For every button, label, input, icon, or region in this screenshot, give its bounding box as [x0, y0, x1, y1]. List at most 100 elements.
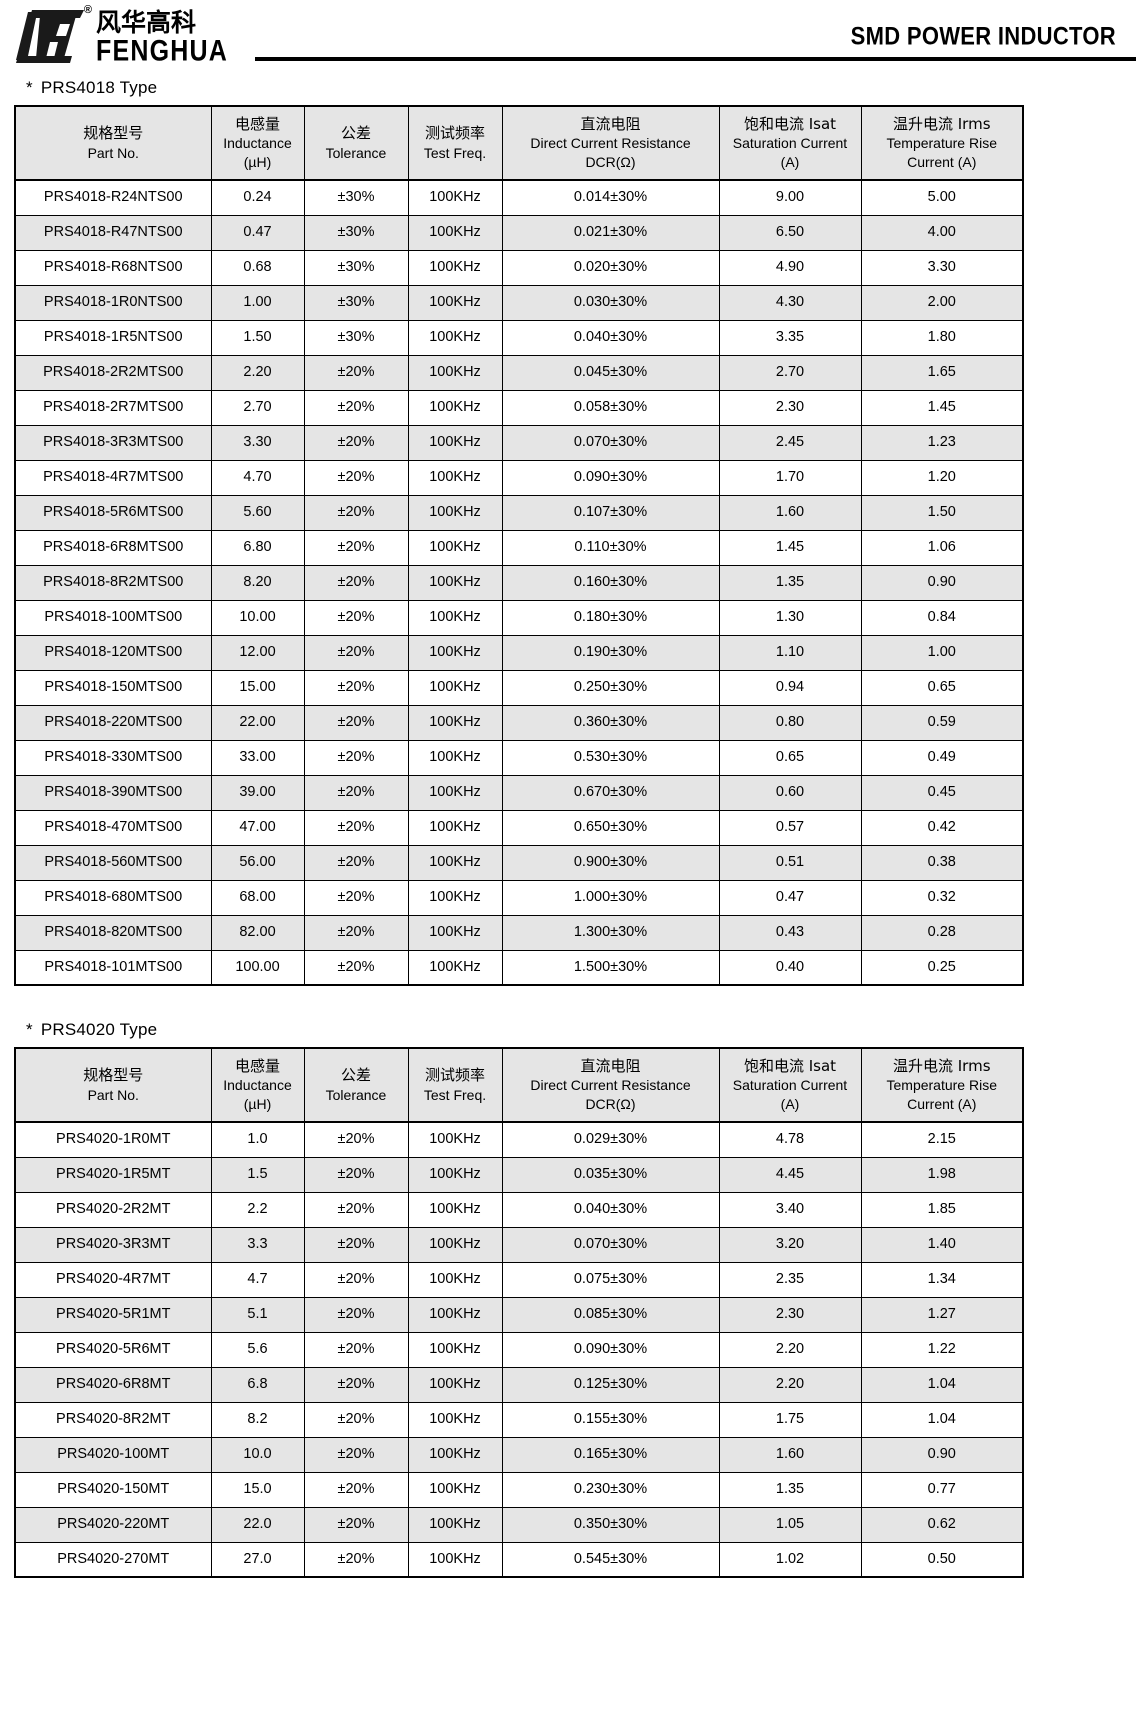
cell-part-no: PRS4018-100MTS00 [14, 599, 212, 636]
cell-dcr: 0.070±30% [501, 1226, 720, 1263]
col-header-inductance-unit: (µH) [243, 154, 272, 171]
col-header-inductance-en: Inductance [223, 1077, 292, 1094]
section-prs4018: * PRS4018 Type 规格型号 Part No. 电感量 Inductan… [0, 78, 1136, 987]
table-row: PRS4018-101MTS00 100.00 ±20% 100KHz 1.500±30… [14, 949, 1024, 986]
cell-part-no: PRS4020-100MT [14, 1436, 212, 1473]
cell-test-freq: 100KHz [407, 1261, 503, 1298]
cell-part-no: PRS4018-150MTS00 [14, 669, 212, 706]
cell-dcr: 0.014±30% [501, 179, 720, 216]
cell-inductance: 22.0 [210, 1506, 305, 1543]
cell-part-no: PRS4018-3R3MTS00 [14, 424, 212, 461]
cell-isat: 2.45 [718, 424, 862, 461]
cell-irms: 0.49 [860, 739, 1024, 776]
col-header-dcr-en: Direct Current Resistance [530, 135, 691, 152]
cell-dcr: 0.045±30% [501, 354, 720, 391]
section-title-text: PRS4020 Type [40, 1020, 158, 1040]
cell-dcr: 0.155±30% [501, 1401, 720, 1438]
cell-test-freq: 100KHz [407, 1401, 503, 1438]
cell-tolerance: ±20% [303, 1121, 409, 1158]
cell-irms: 1.20 [860, 459, 1024, 496]
table-row: PRS4018-150MTS00 15.00 ±20% 100KHz 0.250±30%… [14, 669, 1024, 706]
cell-tolerance: ±20% [303, 1226, 409, 1263]
cell-test-freq: 100KHz [407, 564, 503, 601]
cell-part-no: PRS4018-R47NTS00 [14, 214, 212, 251]
page-title: SMD POWER INDUCTOR [850, 22, 1116, 50]
cell-isat: 4.90 [718, 249, 862, 286]
table-row: PRS4018-1R0NTS00 1.00 ±30% 100KHz 0.030±30% 4… [14, 284, 1024, 321]
cell-test-freq: 100KHz [407, 319, 503, 356]
cell-irms: 0.32 [860, 879, 1024, 916]
col-header-irms-cn: 温升电流 Irms [892, 1057, 991, 1076]
cell-irms: 0.77 [860, 1471, 1024, 1508]
cell-tolerance: ±20% [303, 774, 409, 811]
fenghua-monogram-icon: ® [14, 5, 92, 66]
cell-tolerance: ±20% [303, 424, 409, 461]
cell-inductance: 33.00 [210, 739, 305, 776]
col-header-test-freq: 测试频率 Test Freq. [407, 105, 503, 182]
cell-isat: 6.50 [718, 214, 862, 251]
col-header-test-freq-en: Test Freq. [423, 1086, 487, 1103]
cell-isat: 0.47 [718, 879, 862, 916]
page-header: ® 风华高科 FENGHUA SMD POWER INDUCTOR [0, 0, 1136, 78]
cell-tolerance: ±20% [303, 669, 409, 706]
col-header-test-freq-cn: 测试频率 [424, 124, 485, 143]
table-header-row: 规格型号 Part No. 电感量 Inductance (µH) 公差 Tol… [14, 105, 1024, 182]
col-header-irms: 温升电流 Irms Temperature Rise Current (A) [860, 1047, 1024, 1124]
cell-inductance: 100.00 [210, 949, 305, 986]
cell-inductance: 4.70 [210, 459, 305, 496]
cell-test-freq: 100KHz [407, 1156, 503, 1193]
col-header-irms: 温升电流 Irms Temperature Rise Current (A) [860, 105, 1024, 182]
cell-test-freq: 100KHz [407, 494, 503, 531]
cell-part-no: PRS4018-390MTS00 [14, 774, 212, 811]
col-header-tolerance-en: Tolerance [325, 1086, 387, 1103]
cell-dcr: 0.190±30% [501, 634, 720, 671]
table-row: PRS4020-5R6MT 5.6 ±20% 100KHz 0.090±30% 2.20 1… [14, 1331, 1024, 1368]
cell-irms: 3.30 [860, 249, 1024, 286]
cell-isat: 0.57 [718, 809, 862, 846]
cell-irms: 1.27 [860, 1296, 1024, 1333]
table-row: PRS4018-5R6MTS00 5.60 ±20% 100KHz 0.107±30% 1… [14, 494, 1024, 531]
col-header-inductance: 电感量 Inductance (µH) [210, 105, 305, 182]
col-header-dcr-cn: 直流电阻 [580, 115, 641, 133]
table-row: PRS4020-5R1MT 5.1 ±20% 100KHz 0.085±30% 2.30 1… [14, 1296, 1024, 1333]
cell-inductance: 3.3 [210, 1226, 305, 1263]
cell-inductance: 56.00 [210, 844, 305, 881]
cell-test-freq: 100KHz [407, 249, 503, 286]
cell-isat: 2.35 [718, 1261, 862, 1298]
cell-irms: 1.50 [860, 494, 1024, 531]
cell-irms: 0.38 [860, 844, 1024, 881]
cell-dcr: 0.040±30% [501, 319, 720, 356]
cell-test-freq: 100KHz [407, 1506, 503, 1543]
company-logo: ® 风华高科 FENGHUA [14, 5, 228, 68]
table-row: PRS4020-2R2MT 2.2 ±20% 100KHz 0.040±30% 3.40 1… [14, 1191, 1024, 1228]
cell-irms: 0.90 [860, 1436, 1024, 1473]
cell-tolerance: ±20% [303, 739, 409, 776]
table-row: PRS4018-3R3MTS00 3.30 ±20% 100KHz 0.070±30% 2… [14, 424, 1024, 461]
cell-isat: 2.30 [718, 1296, 862, 1333]
col-header-irms-cn: 温升电流 Irms [892, 115, 991, 133]
table-row: PRS4018-390MTS00 39.00 ±20% 100KHz 0.670±30%… [14, 774, 1024, 811]
cell-isat: 2.70 [718, 354, 862, 391]
cell-test-freq: 100KHz [407, 354, 503, 391]
cell-test-freq: 100KHz [407, 424, 503, 461]
cell-isat: 1.60 [718, 494, 862, 531]
cell-irms: 1.04 [860, 1401, 1024, 1438]
table-row: PRS4020-3R3MT 3.3 ±20% 100KHz 0.070±30% 3.20 1… [14, 1226, 1024, 1263]
cell-part-no: PRS4018-2R7MTS00 [14, 389, 212, 426]
cell-inductance: 0.68 [210, 249, 305, 286]
table-row: PRS4020-6R8MT 6.8 ±20% 100KHz 0.125±30% 2.20 1… [14, 1366, 1024, 1403]
cell-test-freq: 100KHz [407, 1471, 503, 1508]
cell-part-no: PRS4018-120MTS00 [14, 634, 212, 671]
cell-isat: 2.20 [718, 1331, 862, 1368]
cell-dcr: 0.180±30% [501, 599, 720, 636]
cell-irms: 1.65 [860, 354, 1024, 391]
cell-isat: 0.43 [718, 914, 862, 951]
table-row: PRS4018-4R7MTS00 4.70 ±20% 100KHz 0.090±30% 1… [14, 459, 1024, 496]
cell-irms: 0.45 [860, 774, 1024, 811]
cell-inductance: 47.00 [210, 809, 305, 846]
cell-part-no: PRS4018-2R2MTS00 [14, 354, 212, 391]
col-header-inductance-unit: (µH) [243, 1096, 272, 1113]
cell-dcr: 0.670±30% [501, 774, 720, 811]
cell-test-freq: 100KHz [407, 284, 503, 321]
cell-dcr: 0.035±30% [501, 1156, 720, 1193]
